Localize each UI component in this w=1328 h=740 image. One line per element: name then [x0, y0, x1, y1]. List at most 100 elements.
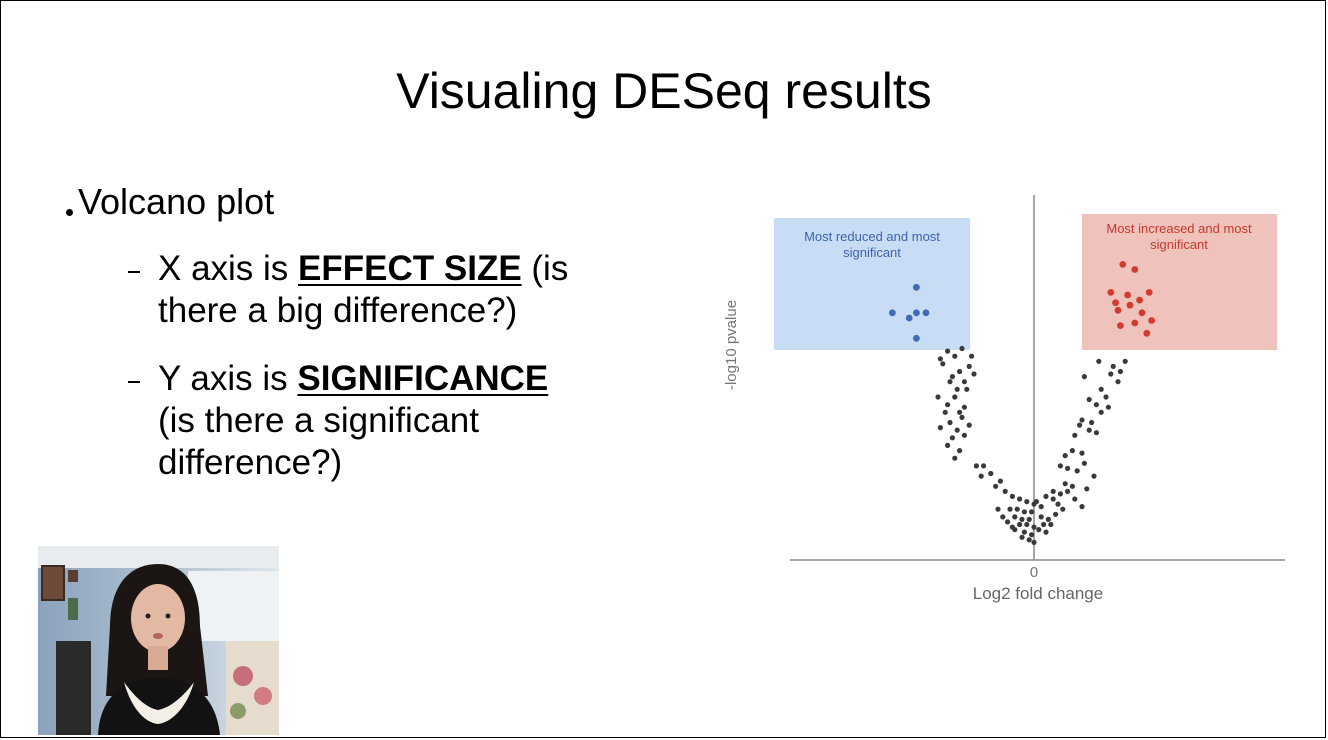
data-point: [937, 356, 943, 362]
data-point: [971, 371, 977, 377]
presenter-webcam: [38, 546, 279, 735]
data-point: [1098, 386, 1104, 392]
annotation-increased-line2: significant: [1150, 237, 1208, 252]
data-point: [1065, 488, 1071, 494]
data-point: [952, 455, 958, 461]
data-point: [961, 379, 967, 385]
data-point: [1062, 453, 1068, 459]
data-point: [1045, 516, 1051, 522]
data-point: [945, 402, 951, 408]
annotation-reduced-line1: Most reduced and most: [804, 229, 940, 244]
data-point: [1009, 493, 1015, 499]
bullet-dot-icon: [66, 209, 73, 216]
data-point: [1117, 368, 1123, 375]
data-point: [1131, 319, 1139, 327]
data-point: [978, 473, 984, 479]
data-point: [1057, 491, 1063, 497]
data-point: [940, 361, 946, 367]
data-point: [1026, 516, 1032, 522]
data-point: [947, 419, 953, 426]
data-point: [1093, 430, 1099, 436]
data-point: [1014, 506, 1020, 512]
data-point: [957, 368, 963, 375]
data-point: [1098, 409, 1104, 415]
data-point: [1012, 514, 1018, 520]
data-point: [1072, 496, 1078, 502]
data-point: [966, 422, 972, 428]
data-point: [1112, 299, 1119, 307]
data-point: [1055, 501, 1061, 507]
data-point: [1000, 514, 1006, 520]
data-point: [1069, 448, 1075, 454]
data-point: [995, 506, 1001, 512]
data-point: [1114, 306, 1122, 314]
annotation-increased-line1: Most increased and most: [1106, 221, 1252, 236]
y-axis-label: -log10 pvalue: [723, 300, 740, 390]
data-point: [1029, 509, 1035, 515]
data-point: [1089, 419, 1095, 426]
data-point: [889, 309, 896, 317]
data-point: [1057, 463, 1063, 469]
data-point: [1103, 394, 1109, 400]
data-point: [1031, 539, 1037, 545]
data-point: [1036, 527, 1042, 533]
data-point: [1119, 261, 1127, 268]
data-point: [922, 309, 930, 317]
data-point: [913, 283, 920, 291]
data-point: [1019, 516, 1025, 522]
data-point: [1091, 473, 1097, 479]
data-point: [1079, 450, 1085, 456]
data-point: [954, 427, 960, 433]
data-point: [1105, 404, 1111, 410]
data-point: [1029, 532, 1035, 538]
data-point: [1093, 402, 1099, 408]
data-point: [947, 379, 953, 385]
data-points: [889, 261, 1155, 545]
sub-bullet-y-axis: Y axis is SIGNIFICANCE (is there a signi…: [128, 358, 658, 484]
data-point: [952, 353, 958, 359]
dash-icon: [128, 271, 140, 273]
data-point: [1077, 422, 1083, 428]
data-point: [1024, 521, 1030, 528]
data-point: [1041, 521, 1047, 528]
data-point: [1019, 534, 1025, 540]
data-point: [1043, 493, 1049, 499]
data-point: [1081, 374, 1087, 380]
data-point: [1005, 519, 1011, 525]
data-point: [1096, 358, 1102, 364]
data-point: [952, 394, 958, 400]
data-point: [913, 309, 920, 317]
data-point: [945, 348, 951, 354]
data-point: [1072, 432, 1078, 438]
bullet-list: Volcano plot X axis is EFFECT SIZE (is t…: [62, 178, 568, 482]
bullet-volcano-plot: Volcano plot: [62, 178, 274, 226]
data-point: [1050, 488, 1056, 494]
data-point: [1053, 511, 1059, 517]
data-point: [1110, 363, 1116, 369]
data-point: [1136, 296, 1143, 304]
data-point: [961, 404, 967, 410]
data-point: [935, 394, 941, 400]
data-point: [945, 442, 951, 448]
data-point: [1038, 504, 1044, 510]
slide-title: Visualing DESeq results: [396, 63, 932, 119]
data-point: [961, 432, 967, 438]
data-point: [949, 435, 955, 441]
most-increased-region: [1082, 214, 1277, 350]
x-tick-label-zero: 0: [1030, 564, 1038, 581]
data-point: [1115, 379, 1121, 385]
data-point: [1079, 417, 1085, 423]
data-point: [966, 363, 972, 369]
dash-icon: [128, 381, 140, 383]
data-point: [954, 386, 960, 392]
data-point: [973, 463, 979, 469]
data-point: [905, 314, 913, 322]
data-point: [1131, 266, 1139, 273]
annotation-reduced-line2: significant: [843, 245, 901, 260]
data-point: [1126, 301, 1134, 309]
data-point: [1062, 481, 1068, 487]
data-point: [988, 470, 994, 477]
data-point: [1043, 529, 1049, 535]
data-point: [1021, 509, 1027, 515]
data-point: [959, 345, 965, 352]
